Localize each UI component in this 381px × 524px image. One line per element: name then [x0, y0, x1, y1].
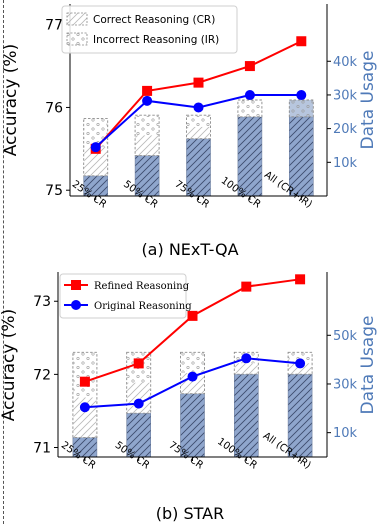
y-ticks: 71 72 73 [33, 294, 58, 456]
legend-marker-original [71, 300, 81, 310]
bar-incorrect-hatch [234, 363, 258, 375]
point-square [187, 310, 198, 321]
bar-correct-hatch [288, 116, 314, 197]
y-axis-label: Accuracy (%) [0, 309, 19, 421]
bar-incorrect-hatch [135, 135, 159, 156]
y2-axis-label: Data Usage [358, 51, 378, 150]
point-square [142, 85, 153, 96]
point-square [241, 281, 252, 292]
bar-incorrect-hatch [181, 373, 204, 394]
bar-incorrect-dots [181, 352, 204, 374]
y-ticks: 75 76 77 [45, 18, 70, 199]
y-tick-label: 76 [45, 100, 63, 116]
lines-layer [79, 274, 306, 413]
legend-box [61, 5, 238, 54]
point-circle [187, 371, 198, 382]
point-circle [142, 95, 153, 106]
point-circle [296, 90, 307, 101]
bar-incorrect-dots [288, 352, 312, 364]
point-circle [193, 102, 204, 113]
legend-swatch-incorrect [66, 32, 88, 46]
point-circle [244, 90, 255, 101]
y2-ticks: 10k 30k 50k [327, 329, 358, 441]
bar-correct-hatch [126, 412, 151, 458]
legend: Correct Reasoning (CR) Incorrect Reasoni… [61, 5, 238, 54]
legend: Refined Reasoning Original Reasoning [59, 273, 192, 319]
y2-tick-label: 20k [333, 122, 358, 137]
point-square [193, 77, 204, 88]
bar-incorrect-dots [84, 119, 108, 148]
caption-star: (b) STAR [156, 504, 224, 523]
point-circle [133, 398, 144, 409]
bar-correct-hatch [287, 373, 313, 458]
caption-nextqa: (a) NExT-QA [141, 240, 238, 259]
point-square [79, 376, 90, 387]
y-tick-label: 75 [45, 183, 63, 199]
point-circle [295, 358, 306, 369]
bar-incorrect-dots [187, 115, 210, 127]
y-tick-label: 73 [33, 294, 51, 310]
lines-layer [90, 36, 307, 154]
legend-label-correct: Correct Reasoning (CR) [93, 14, 215, 26]
bar-incorrect-dots [289, 100, 313, 117]
bar-correct-hatch [134, 155, 160, 197]
point-circle [241, 353, 252, 364]
bar-incorrect-dots [238, 100, 262, 117]
legend-label-original: Original Reasoning [94, 301, 192, 312]
point-square [295, 274, 306, 285]
y-axis-label: Accuracy (%) [1, 44, 21, 156]
legend-label-incorrect: Incorrect Reasoning (IR) [93, 34, 219, 46]
y-tick-label: 71 [33, 440, 51, 456]
bar-incorrect-dots [135, 115, 159, 136]
point-square [296, 36, 307, 47]
point-circle [79, 402, 90, 413]
bar-incorrect-hatch [84, 147, 108, 176]
y2-tick-label: 50k [333, 329, 358, 344]
y-tick-label: 72 [33, 367, 51, 383]
y2-axis-label: Data Usage [358, 316, 378, 415]
legend-label-refined: Refined Reasoning [94, 281, 190, 292]
legend-swatch-correct [66, 12, 88, 26]
y2-tick-label: 30k [333, 377, 358, 392]
y2-tick-label: 10k [333, 156, 358, 171]
bar-correct-hatch [234, 373, 259, 458]
point-circle [90, 142, 101, 153]
bar-incorrect-hatch [187, 126, 210, 139]
bar-incorrect-hatch [288, 363, 312, 375]
bar-incorrect-hatch [127, 382, 151, 414]
y2-tick-label: 40k [333, 55, 358, 70]
point-square [244, 61, 255, 72]
bars-layer [83, 99, 314, 197]
dashed-border-line [3, 0, 4, 524]
bar-correct-hatch [237, 116, 263, 197]
y-tick-label: 77 [45, 18, 63, 34]
legend-box [59, 273, 187, 319]
bar-incorrect-dots [73, 352, 97, 398]
legend-marker-refined [71, 280, 81, 290]
y2-tick-label: 30k [333, 88, 358, 103]
y2-tick-label: 10k [333, 426, 358, 441]
point-square [133, 358, 144, 369]
bar-correct-hatch [180, 393, 205, 458]
y2-ticks: 10k 20k 30k 40k [327, 55, 358, 171]
